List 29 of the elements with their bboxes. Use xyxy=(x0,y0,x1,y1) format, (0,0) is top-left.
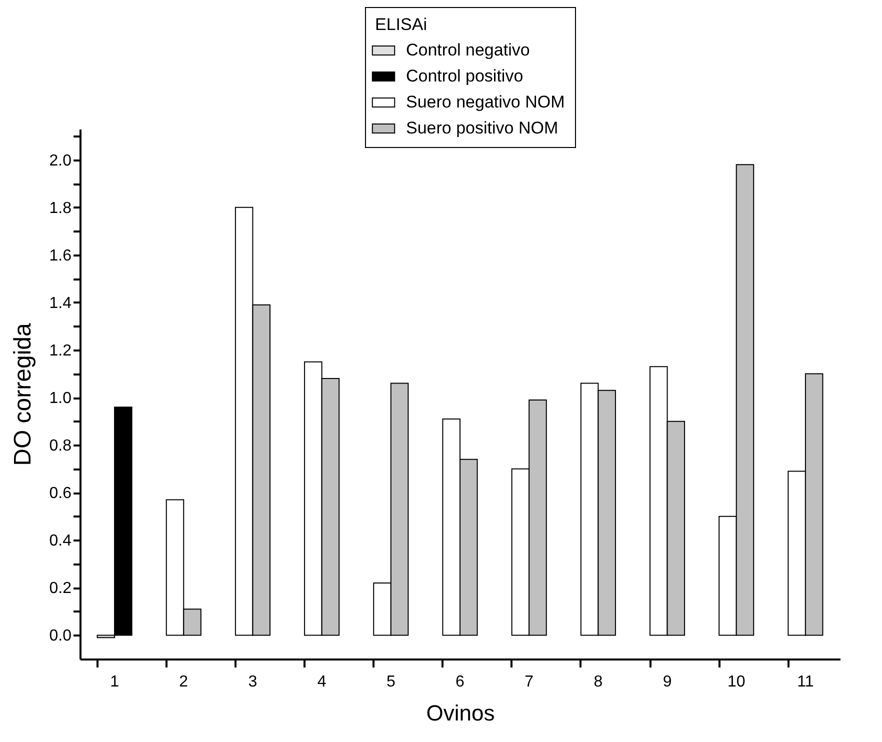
y-tick-label: 0.2 xyxy=(49,580,72,598)
x-tick-label: 2 xyxy=(179,674,188,690)
y-tick-label: 2.0 xyxy=(49,152,72,170)
y-tick-label: 1.8 xyxy=(49,200,72,217)
y-tick-label: 1.6 xyxy=(49,247,72,264)
legend-title: ELISAi xyxy=(375,15,427,34)
x-axis-title: Ovinos xyxy=(426,700,495,726)
x-tick-label: 9 xyxy=(662,674,672,690)
legend-label: Control negativo xyxy=(406,40,530,60)
x-tick-label: 6 xyxy=(456,674,465,690)
y-tick-label: 1.2 xyxy=(49,342,72,360)
y-tick-label: 0.4 xyxy=(49,532,72,550)
x-tick-label: 11 xyxy=(797,674,814,690)
x-tick-label: 4 xyxy=(317,674,326,690)
legend-label: Suero positivo NOM xyxy=(406,118,558,138)
x-tick-label: 3 xyxy=(248,674,258,690)
x-tick-label: 5 xyxy=(386,674,396,690)
y-tick-label: 1.0 xyxy=(49,390,72,408)
x-tick-label: 8 xyxy=(594,674,603,690)
x-tick-label: 10 xyxy=(727,674,746,690)
legend-label: Control positivo xyxy=(406,66,524,86)
legend-label: Suero negativo NOM xyxy=(406,92,565,112)
y-tick-label: 0.8 xyxy=(49,438,72,455)
y-tick-label: 0.0 xyxy=(49,628,72,645)
y-tick-label: 0.6 xyxy=(49,485,72,502)
x-tick-label: 1 xyxy=(110,674,120,690)
y-tick-label: 1.4 xyxy=(49,295,72,312)
y-axis-title: DO corregida xyxy=(9,322,36,466)
x-tick-label: 7 xyxy=(524,674,534,690)
